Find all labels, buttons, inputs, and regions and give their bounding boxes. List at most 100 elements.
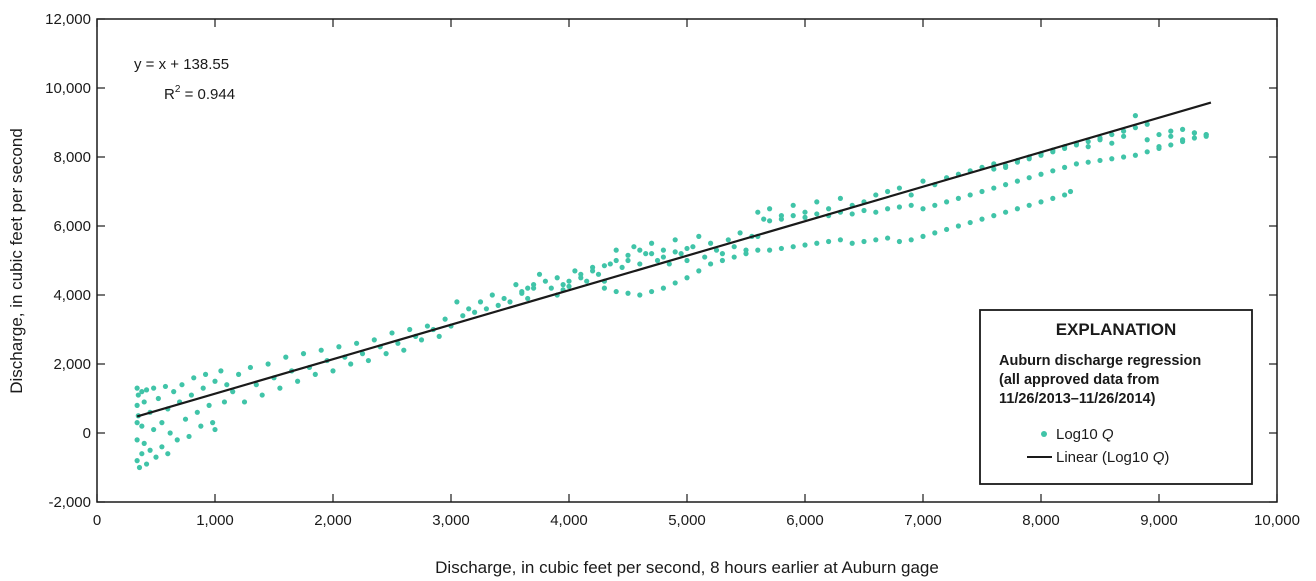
data-point bbox=[139, 389, 145, 395]
data-point bbox=[330, 368, 336, 374]
data-point bbox=[737, 230, 743, 236]
data-point bbox=[1014, 178, 1021, 184]
data-point bbox=[1038, 199, 1044, 205]
data-point bbox=[1038, 152, 1044, 158]
data-point bbox=[139, 451, 145, 457]
data-point bbox=[241, 399, 248, 405]
data-point bbox=[696, 268, 702, 274]
data-point bbox=[466, 306, 472, 312]
data-point bbox=[247, 364, 253, 371]
data-point bbox=[991, 213, 997, 219]
y-tick-label: 0 bbox=[83, 425, 91, 442]
data-point bbox=[1026, 156, 1032, 162]
legend-subtitle-line: (all approved data from bbox=[999, 372, 1159, 388]
data-point bbox=[253, 382, 259, 388]
data-point bbox=[1085, 138, 1091, 145]
data-point bbox=[1085, 144, 1091, 150]
data-point bbox=[155, 395, 161, 402]
data-point bbox=[1144, 121, 1150, 127]
data-point bbox=[613, 257, 619, 264]
data-point bbox=[767, 247, 773, 253]
y-tick-label: -2,000 bbox=[48, 494, 91, 511]
legend-entry-label-italic: Q bbox=[1153, 449, 1165, 466]
data-point bbox=[174, 437, 180, 443]
data-point bbox=[188, 392, 194, 398]
regression-equation: y = x + 138.55 R2 = 0.944 bbox=[134, 56, 235, 103]
data-point bbox=[595, 271, 602, 277]
data-point bbox=[802, 209, 808, 215]
data-point bbox=[489, 292, 495, 298]
data-point bbox=[389, 330, 395, 336]
legend-entry-label-suffix: ) bbox=[1164, 449, 1169, 466]
data-point bbox=[696, 233, 702, 239]
data-point bbox=[191, 375, 197, 381]
data-point bbox=[224, 382, 230, 388]
data-point bbox=[885, 235, 891, 241]
data-point bbox=[1121, 154, 1127, 160]
data-point bbox=[1073, 142, 1079, 148]
r-squared-value: = 0.944 bbox=[180, 86, 235, 103]
data-point bbox=[143, 387, 150, 393]
data-point bbox=[542, 278, 549, 284]
data-point bbox=[218, 368, 224, 374]
x-tick-label: 0 bbox=[93, 512, 101, 529]
data-point bbox=[501, 295, 507, 302]
data-point bbox=[814, 240, 820, 246]
data-point bbox=[202, 371, 209, 377]
data-point bbox=[519, 290, 525, 296]
data-point bbox=[672, 280, 678, 286]
data-point bbox=[719, 257, 726, 264]
data-point bbox=[678, 251, 684, 257]
data-point bbox=[991, 166, 997, 172]
data-point bbox=[944, 199, 950, 205]
data-point bbox=[767, 206, 773, 212]
data-point bbox=[1038, 171, 1044, 177]
data-point bbox=[1144, 149, 1150, 155]
data-point bbox=[513, 282, 519, 288]
x-tick-label: 7,000 bbox=[904, 512, 942, 529]
y-axis-title: Discharge, in cubic feet per second bbox=[7, 128, 26, 394]
data-point bbox=[221, 399, 228, 405]
data-point bbox=[607, 261, 613, 267]
data-point bbox=[206, 402, 212, 408]
data-point bbox=[1003, 163, 1009, 169]
data-point bbox=[979, 188, 985, 195]
data-point bbox=[418, 337, 425, 343]
data-point bbox=[507, 299, 513, 305]
plot-area bbox=[96, 18, 1278, 503]
data-point bbox=[159, 420, 165, 426]
data-point bbox=[548, 285, 554, 291]
data-point bbox=[442, 316, 448, 322]
x-tick-label: 5,000 bbox=[668, 512, 706, 529]
data-point bbox=[1050, 195, 1056, 201]
data-point bbox=[814, 211, 820, 217]
data-point bbox=[637, 261, 643, 267]
data-point bbox=[1062, 192, 1068, 198]
data-point bbox=[761, 216, 767, 222]
data-point bbox=[660, 254, 667, 260]
data-point bbox=[554, 275, 560, 281]
data-point bbox=[283, 354, 289, 360]
data-point bbox=[932, 202, 938, 208]
data-point bbox=[873, 209, 879, 215]
data-point bbox=[637, 292, 643, 298]
data-point bbox=[354, 340, 360, 346]
data-point bbox=[318, 347, 324, 353]
data-point bbox=[566, 278, 572, 284]
data-point bbox=[713, 247, 720, 253]
data-point bbox=[666, 261, 672, 267]
data-point bbox=[649, 251, 655, 257]
data-point bbox=[1097, 135, 1103, 141]
data-point bbox=[826, 238, 832, 245]
y-tick-label: 6,000 bbox=[53, 218, 91, 235]
data-point bbox=[643, 251, 649, 257]
data-point bbox=[873, 237, 879, 243]
data-point bbox=[1132, 152, 1138, 158]
data-point bbox=[495, 302, 501, 308]
data-point bbox=[153, 454, 159, 460]
legend-subtitle-line: Auburn discharge regression bbox=[999, 353, 1201, 369]
data-point bbox=[755, 247, 761, 253]
data-point bbox=[179, 382, 185, 388]
data-point bbox=[778, 245, 785, 252]
